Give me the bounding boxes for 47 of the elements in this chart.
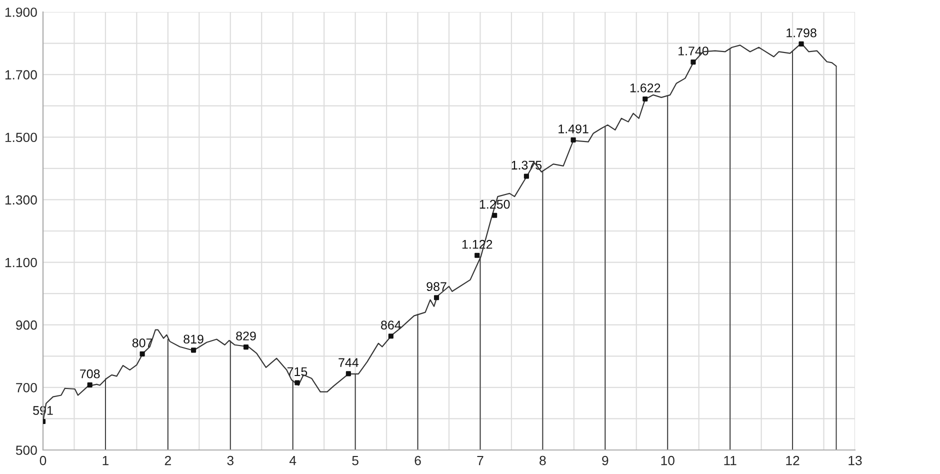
point: [524, 174, 529, 179]
data-label: 987: [426, 282, 446, 291]
point: [690, 60, 696, 65]
x-tick-label: 10: [661, 456, 674, 466]
data-label: 708: [80, 369, 100, 378]
x-tick-label: 11: [724, 456, 736, 466]
data-label: 864: [381, 320, 401, 330]
x-tick-label: 1: [102, 456, 108, 466]
y-tick-label: 1.900: [5, 8, 37, 17]
point: [492, 212, 498, 218]
x-tick-label: 6: [414, 456, 421, 466]
y-tick-label: 1.700: [5, 70, 37, 80]
data-label: 1.622: [630, 83, 660, 92]
y-tick-label: 700: [16, 382, 37, 392]
point: [642, 96, 648, 102]
x-tick-label: 8: [540, 456, 546, 466]
y-tick-label: 500: [16, 446, 37, 455]
y-tick-label: 1.500: [5, 132, 37, 142]
y-tick-label: 1.300: [5, 195, 37, 205]
x-tick-label: 5: [352, 456, 358, 466]
point: [388, 334, 394, 339]
x-tick-label: 3: [227, 456, 234, 466]
x-tick-label: 12: [786, 456, 800, 466]
data-label: 1.740: [678, 46, 708, 56]
point: [798, 41, 804, 46]
data-label: 744: [338, 358, 358, 367]
point: [434, 295, 440, 300]
x-tick-label: 9: [602, 456, 608, 466]
y-tick-label: 900: [16, 320, 37, 330]
x-tick-label: 2: [164, 456, 171, 466]
point: [294, 380, 300, 386]
data-label: 819: [184, 334, 204, 344]
x-tick-label: 7: [477, 456, 484, 466]
data-label: 829: [236, 332, 256, 340]
x-tick-label: 0: [40, 456, 46, 466]
x-tick-label: 4: [289, 456, 296, 466]
y-tick-label: 1.100: [5, 258, 37, 268]
data-label: 1.491: [558, 124, 588, 134]
data-label: 1.798: [786, 28, 816, 38]
point: [570, 137, 576, 142]
point: [243, 344, 249, 350]
point: [87, 382, 92, 388]
point: [474, 252, 480, 258]
point: [191, 348, 196, 353]
point: [346, 371, 351, 376]
point: [140, 351, 145, 356]
x-tick-label: 13: [848, 456, 862, 466]
